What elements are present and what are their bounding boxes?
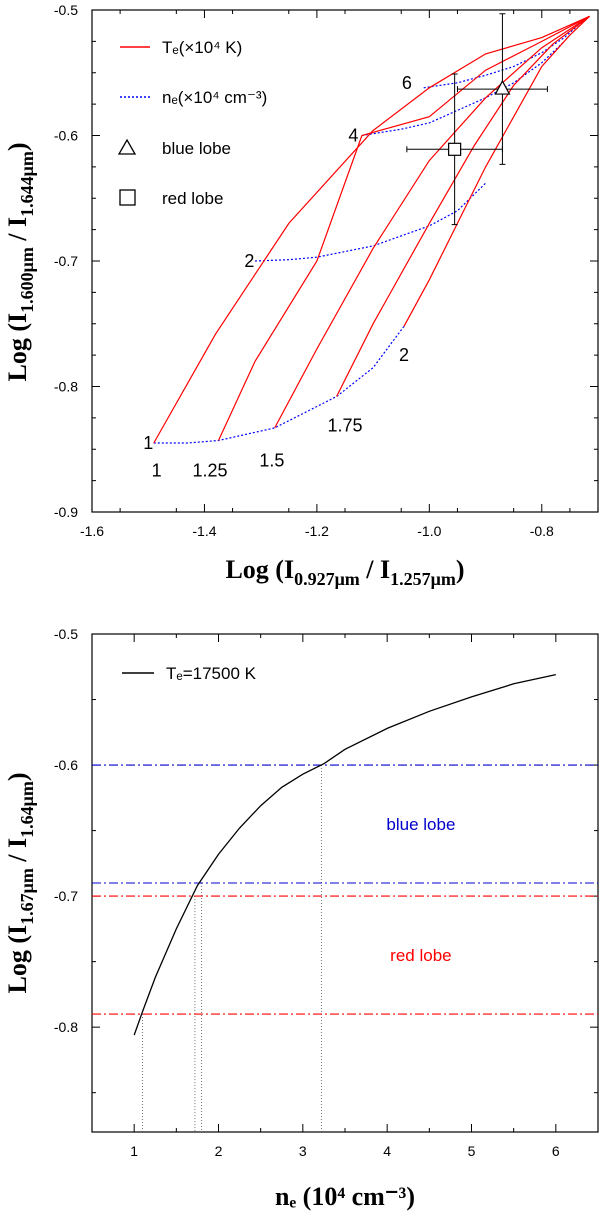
y-axis-title-mid: / I (3, 217, 32, 247)
x-tick-label: -1.2 (305, 523, 329, 539)
region-label: red lobe (390, 946, 451, 965)
curve-label: 1.25 (193, 461, 228, 481)
curve-label: 1 (152, 461, 162, 481)
x-tick-label: 4 (383, 1143, 391, 1159)
x-axis-title: nₑ (10⁴ cm⁻³) (275, 1182, 415, 1211)
y-axis-title-end: ) (3, 142, 32, 151)
te-curve (274, 15, 590, 429)
curve-label: 4 (348, 126, 358, 146)
te-curve (153, 15, 590, 444)
x-tick-label: -1.6 (80, 523, 104, 539)
x-axis-title-sub2: 1.257μm (390, 569, 456, 589)
x-axis-title-base: nₑ (10⁴ cm⁻³) (275, 1182, 415, 1211)
legend-triangle-icon (117, 138, 137, 155)
y-tick-label: -0.9 (54, 504, 78, 520)
y-tick-label: -0.5 (54, 2, 78, 18)
y-tick-label: -0.7 (54, 253, 78, 269)
chart-bottom: 1 2 3 4 5 6 -0.5 -0.6 -0.7 -0.8 blue lobe red lobe T… (3, 626, 599, 1211)
te-curve (336, 15, 590, 397)
x-axis-title-mid: / I (360, 555, 390, 584)
region-label: blue lobe (386, 815, 455, 834)
curve-label: 2 (399, 345, 409, 365)
legend-blue-label: blue lobe (162, 139, 231, 158)
x-tick-label: -1.0 (417, 523, 441, 539)
legend-te-label: Tₑ(×10⁴ K) (162, 38, 242, 57)
x-tick-label: 1 (130, 1143, 138, 1159)
ne-curve (361, 40, 565, 137)
x-tick-label: 6 (552, 1143, 560, 1159)
y-tick-label: -0.5 (54, 626, 78, 642)
curve-label: 1.5 (259, 451, 284, 471)
te-curve (217, 15, 590, 441)
y-axis-title-end: ) (3, 772, 32, 781)
curve-label: 2 (244, 251, 254, 271)
marker-red-lobe (448, 142, 462, 156)
y-axis-title-mid: / I (3, 838, 32, 868)
curve-label: 1 (143, 433, 153, 453)
y-tick-label: -0.8 (54, 379, 78, 395)
marker-blue-lobe (494, 79, 511, 95)
y-axis-title: Log (I1.67μm / I1.64μm) (3, 772, 37, 993)
legend-ne-label: nₑ(×10⁴ cm⁻³) (162, 88, 267, 107)
y-axis-title-sub1: 1.67μm (17, 868, 37, 925)
y-axis-title-sub2: 1.64μm (17, 781, 37, 838)
legend-red-label: red lobe (162, 189, 223, 208)
x-tick-label: -1.4 (192, 523, 216, 539)
x-axis-title-sub1: 0.927μm (294, 569, 360, 589)
curve-label: 6 (402, 73, 412, 93)
curve-label: 1.75 (327, 415, 362, 435)
y-tick-label: -0.6 (54, 757, 78, 773)
x-tick-label: -0.8 (530, 523, 554, 539)
y-axis-title-base: Log (I (3, 313, 32, 382)
y-tick-label: -0.8 (54, 1019, 78, 1035)
ne-curve (254, 182, 487, 262)
x-axis-title-end: ) (456, 555, 465, 584)
te-17500-curve (133, 673, 556, 1036)
legend-curve-label: Tₑ=17500 K (166, 664, 257, 683)
x-axis-title: Log (I0.927μm / I1.257μm) (225, 555, 464, 589)
y-tick-label: -0.6 (54, 128, 78, 144)
y-axis-title-sub1: 1.600μm (17, 247, 37, 313)
ne-curve (153, 325, 405, 444)
x-tick-label: 3 (299, 1143, 307, 1159)
y-axis-title-sub2: 1.644μm (17, 151, 37, 217)
ne-curve (423, 17, 588, 89)
chart-top: -1.6 -1.4 -1.2 -1.0 -0.8 -0.5 -0.6 -0.7 -0.8 -0.9… (3, 2, 599, 589)
legend-square-icon (119, 189, 136, 206)
te-curve (403, 15, 591, 327)
y-axis-title-base: Log (I (3, 925, 32, 994)
plot-frame (91, 9, 599, 513)
x-tick-label: 5 (468, 1143, 476, 1159)
y-axis-title: Log (I1.600μm / I1.644μm) (3, 142, 37, 381)
x-tick-label: 2 (215, 1143, 223, 1159)
y-tick-label: -0.7 (54, 888, 78, 904)
x-axis-title-base: Log (I (225, 555, 294, 584)
